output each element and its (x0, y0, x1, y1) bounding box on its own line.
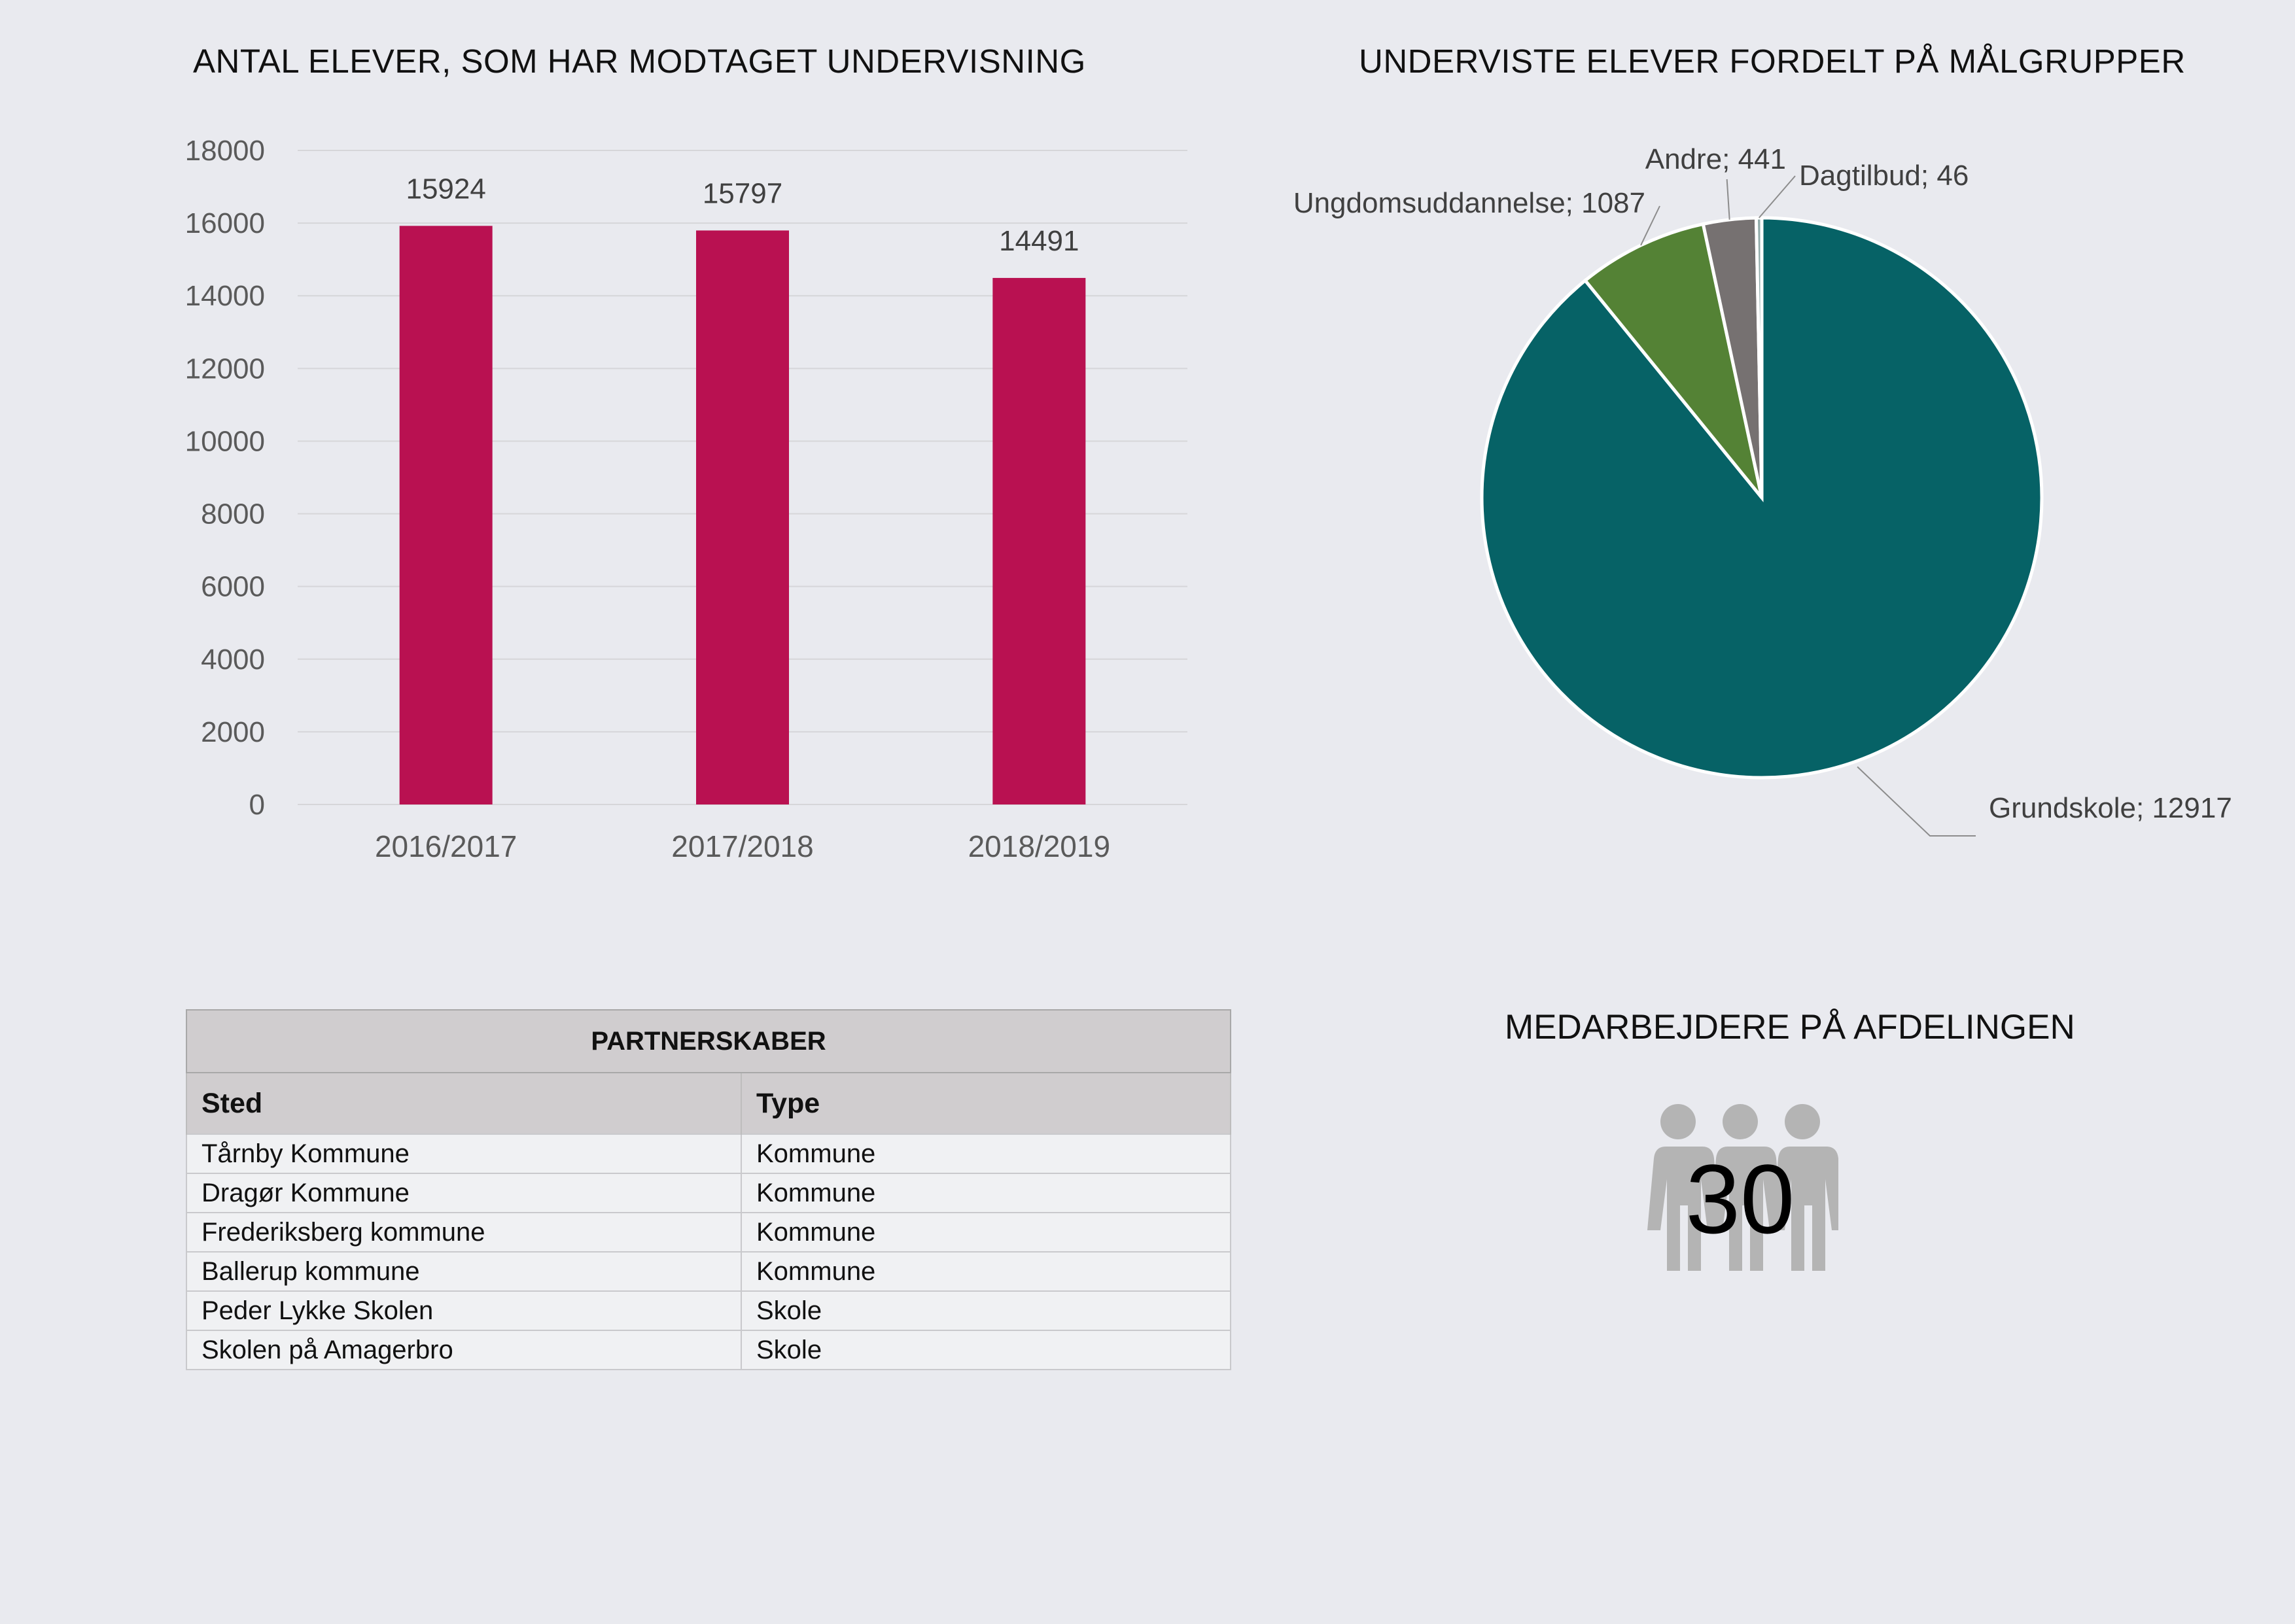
x-tick-label: 2017/2018 (671, 829, 813, 863)
cell-sted: Dragør Kommune (186, 1173, 742, 1213)
table-row: Skolen på Amagerbro Skole (186, 1330, 1231, 1370)
cell-type: Kommune (741, 1173, 1231, 1213)
pie-leader-line (1857, 766, 1976, 837)
cell-type: Kommune (741, 1212, 1231, 1253)
bar (696, 230, 789, 804)
y-tick-label: 0 (249, 789, 265, 821)
y-tick-label: 4000 (201, 644, 265, 676)
pie-data-label: Andre; 441 (1645, 143, 1786, 175)
cell-sted: Tårnby Kommune (186, 1133, 742, 1174)
y-tick-label: 10000 (185, 425, 265, 457)
bar-data-label: 15797 (703, 177, 782, 209)
cell-type: Skole (741, 1330, 1231, 1370)
partnership-table: PARTNERSKABER Sted Type Tårnby Kommune K… (186, 1009, 1231, 1370)
pie-data-label: Grundskole; 12917 (1989, 792, 2232, 824)
cell-sted: Frederiksberg kommune (186, 1212, 742, 1253)
cell-sted: Ballerup kommune (186, 1251, 742, 1292)
table-row: Peder Lykke Skolen Skole (186, 1290, 1231, 1331)
table-row: Tårnby Kommune Kommune (186, 1133, 1231, 1174)
cell-sted: Peder Lykke Skolen (186, 1290, 742, 1331)
bar-chart: 0 2000 4000 6000 8000 10000 12000 14000 16000 180… (185, 135, 1187, 863)
table-row: Ballerup kommune Kommune (186, 1251, 1231, 1292)
x-tick-label: 2016/2017 (375, 829, 517, 863)
bar-chart-title: ANTAL ELEVER, SOM HAR MODTAGET UNDERVISN… (193, 43, 1086, 80)
table-row: Dragør Kommune Kommune (186, 1173, 1231, 1213)
x-tick-label: 2018/2019 (968, 829, 1110, 863)
bar-data-label: 15924 (406, 173, 485, 205)
staff-title: MEDARBEJDERE PÅ AFDELINGEN (1505, 1008, 2075, 1046)
cell-type: Skole (741, 1290, 1231, 1331)
bar-data-label: 14491 (999, 225, 1079, 257)
y-tick-label: 14000 (185, 280, 265, 312)
y-tick-label: 8000 (201, 498, 265, 530)
pie-leader-line (1640, 205, 1660, 246)
staff-count: 30 (1685, 1144, 1795, 1254)
pie-leader-line (1758, 175, 1796, 218)
column-header-type: Type (741, 1073, 1231, 1134)
pie-slice-dagtilbud (1754, 216, 1764, 498)
y-tick-label: 12000 (185, 353, 265, 385)
pie-chart: Grundskole; 12917 Ungdomsuddannelse; 1087… (1293, 143, 2232, 837)
y-tick-label: 16000 (185, 207, 265, 239)
pie-slice-grundskole (1480, 216, 2044, 780)
cell-type: Kommune (741, 1133, 1231, 1174)
staff-block: MEDARBEJDERE PÅ AFDELINGEN 30 (1505, 1007, 2075, 1295)
y-tick-label: 6000 (201, 571, 265, 603)
pie-leader-line (1726, 179, 1730, 220)
pie-data-label: Ungdomsuddannelse; 1087 (1293, 187, 1645, 219)
y-tick-label: 2000 (201, 716, 265, 748)
people-group-icon (1647, 1104, 1838, 1271)
column-header-sted: Sted (186, 1073, 742, 1134)
cell-sted: Skolen på Amagerbro (186, 1330, 742, 1370)
y-tick-label: 18000 (185, 135, 265, 167)
table-row: Frederiksberg kommune Kommune (186, 1212, 1231, 1253)
pie-chart-title: UNDERVISTE ELEVER FORDELT PÅ MÅLGRUPPER (1359, 43, 2186, 80)
bar (399, 226, 493, 804)
bar (992, 277, 1086, 804)
cell-type: Kommune (741, 1251, 1231, 1292)
pie-data-label: Dagtilbud; 46 (1799, 160, 1969, 192)
table-title: PARTNERSKABER (186, 1009, 1231, 1073)
